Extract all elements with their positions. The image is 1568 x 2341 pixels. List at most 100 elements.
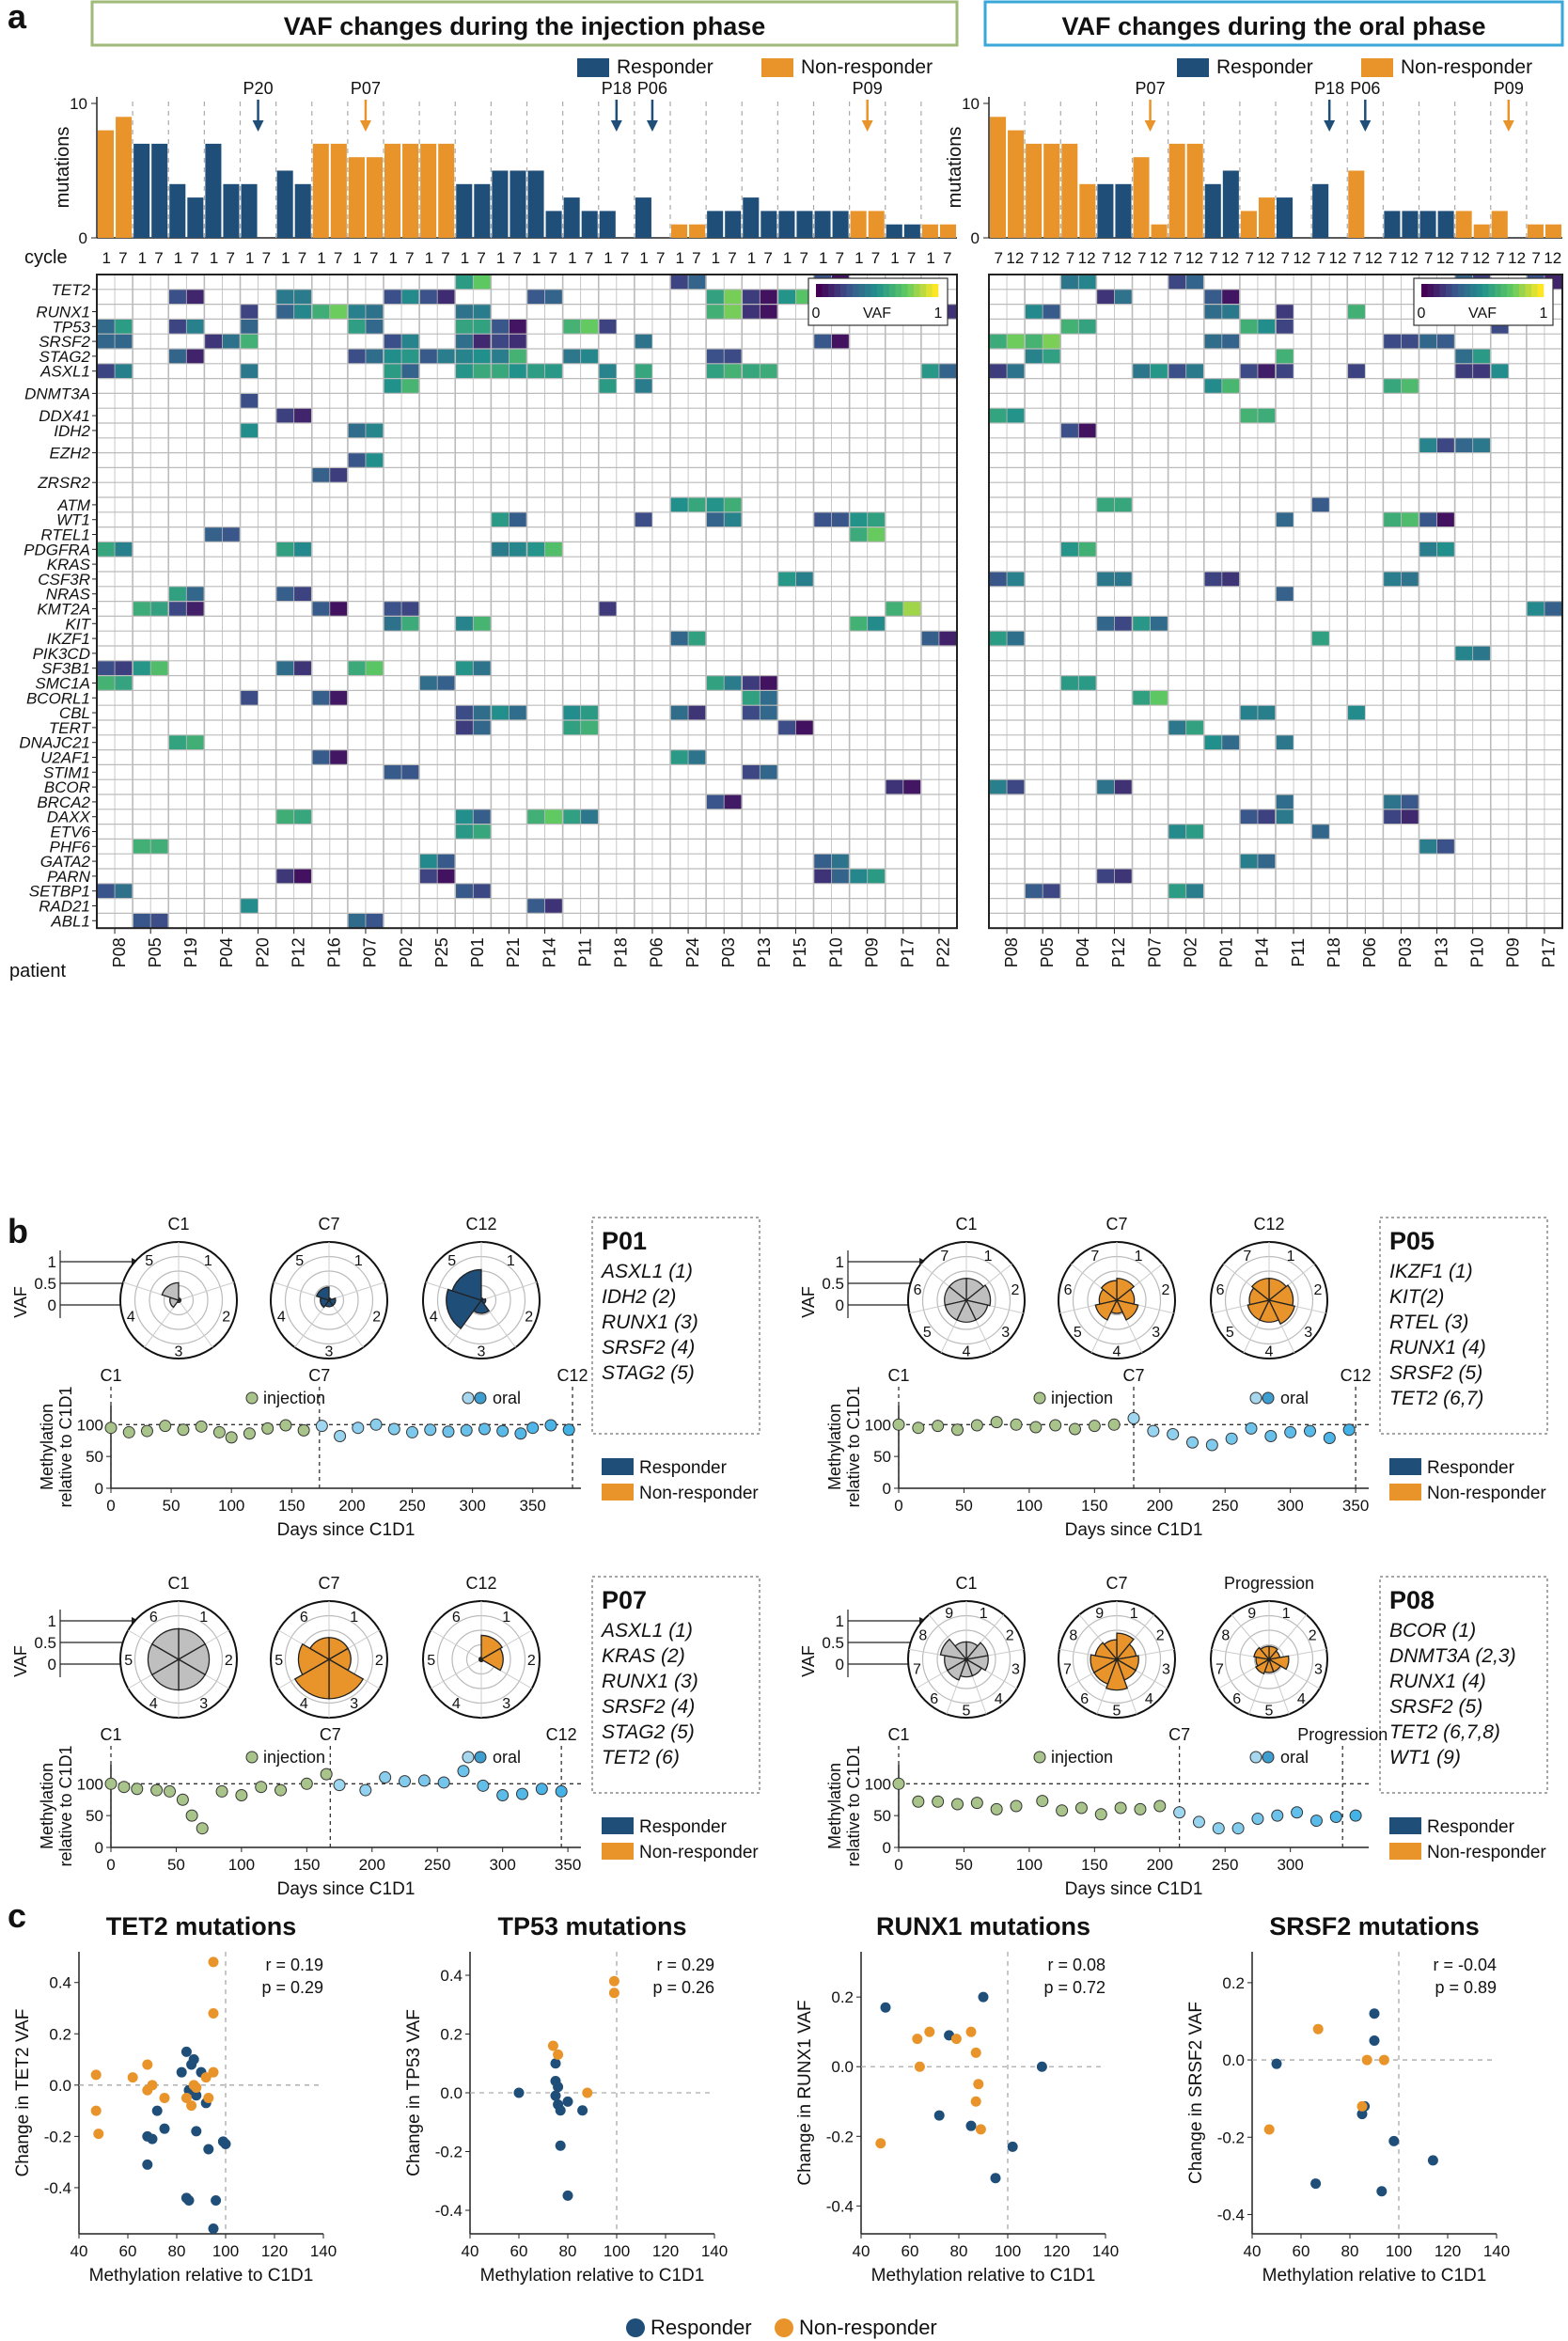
polar-chart-P07: 1 2 3 4 5 6 — [270, 1600, 388, 1719]
inj-vaf-cell — [509, 334, 527, 349]
oral-arrow-head — [1144, 120, 1156, 132]
oral-mutation-bar — [1419, 211, 1436, 238]
gene-box-item: ASXL1 (1) — [600, 1261, 693, 1282]
oral-colorbar-title: VAF — [1468, 306, 1497, 322]
inj-vaf-cell — [293, 869, 312, 884]
polar-title-P08: C7 — [1105, 1574, 1127, 1593]
oral-vaf-cell — [1239, 319, 1258, 335]
meth-xtick-label: 100 — [1016, 1497, 1043, 1515]
oral-vaf-cell — [1185, 824, 1204, 840]
meth-point — [333, 1779, 346, 1792]
inj-vaf-cell — [526, 289, 545, 305]
oral-mutation-bar — [1455, 211, 1472, 238]
oral-patient-label: P04 — [1074, 937, 1092, 967]
inj-vaf-cell — [634, 334, 652, 349]
gene-label-abl1: ABL1 — [50, 912, 90, 930]
meth-point — [990, 1802, 1003, 1815]
polar-chart-P01-sector-label: 5 — [295, 1253, 304, 1269]
polar-title-P01: C1 — [167, 1215, 189, 1233]
meth-xtick-label: 200 — [1147, 1856, 1173, 1874]
meth-cycle-label: C1 — [100, 1725, 121, 1744]
inj-vaf-cell — [384, 334, 402, 349]
meth-point — [932, 1420, 945, 1433]
scatter-point-responder — [880, 2002, 891, 2013]
meth-point — [1264, 1429, 1278, 1442]
inj-vaf-cell — [455, 363, 474, 379]
scatter-point-responder — [183, 2195, 195, 2207]
oral-colorbar-step — [1482, 284, 1489, 297]
polar-chart-P08-wedge — [1094, 1642, 1119, 1660]
polar-chart-P08-sector-label: 6 — [1080, 1691, 1089, 1707]
oral-vaf-cell — [1114, 289, 1133, 305]
oral-cycle-label: 12 — [1042, 249, 1059, 267]
inj-patient-label: P15 — [791, 937, 809, 967]
oral-cycle-label: 12 — [1508, 249, 1526, 267]
meth-x-label: Days since C1D1 — [1065, 1879, 1203, 1899]
meth-point — [1094, 1808, 1107, 1821]
inj-vaf-cell — [706, 304, 725, 320]
polar-chart-P01-sector-label: 2 — [222, 1309, 230, 1325]
inj-vaf-cell — [204, 334, 223, 349]
inj-vaf-cell — [902, 601, 921, 617]
scatter-xtick-label: 60 — [1293, 2242, 1310, 2260]
inj-vaf-cell — [401, 378, 420, 394]
gene-box-item: SRSF2 (4) — [602, 1696, 695, 1718]
inj-mutation-bar — [635, 197, 651, 238]
oral-legend-label: oral — [1280, 1748, 1309, 1767]
inj-cycle-label: 7 — [728, 249, 736, 267]
oral-arrow-label: P09 — [1494, 79, 1524, 98]
inj-vaf-cell — [275, 408, 294, 423]
inj-vaf-cell — [491, 705, 510, 720]
oral-vaf-cell — [1078, 423, 1097, 438]
oral-vaf-cell — [989, 631, 1008, 646]
meth-point — [1349, 1809, 1362, 1822]
oral-cycle-label: 12 — [1472, 249, 1490, 267]
oral-vaf-cell — [1114, 869, 1133, 884]
meth-ytick-label: 50 — [873, 1448, 891, 1466]
oral-vaf-cell — [1436, 839, 1455, 855]
inj-cycle-label: 7 — [656, 249, 665, 267]
oral-cycle-label: 7 — [1353, 249, 1361, 267]
meth-point — [970, 1797, 983, 1810]
inj-vaf-cell — [885, 601, 903, 617]
inj-mutation-bar — [276, 170, 293, 238]
meth-point — [369, 1418, 383, 1431]
inj-patient-label: P04 — [217, 937, 236, 967]
injection-legend-label: injection — [263, 1748, 325, 1767]
scatter-point-nonresponder — [186, 2100, 197, 2112]
polar-title-P05: C1 — [955, 1215, 977, 1233]
inj-vaf-cell — [760, 363, 778, 379]
inj-vaf-cell — [867, 526, 886, 542]
oral-vaf-cell — [1043, 349, 1061, 364]
inj-vaf-cell — [437, 869, 456, 884]
gene-label-pdgfra: PDGFRA — [24, 541, 90, 558]
scatter-point-nonresponder — [553, 2049, 564, 2060]
oral-marker-b — [474, 1751, 487, 1764]
polar-chart-P01-sector-label: 1 — [354, 1253, 363, 1269]
oral-cycle-label: 7 — [995, 249, 1003, 267]
inj-vaf-cell — [329, 601, 348, 617]
gene-box-item: RUNX1 (4) — [1389, 1337, 1486, 1359]
meth-point — [1309, 1815, 1323, 1828]
inj-cycle-label: 7 — [620, 249, 629, 267]
inj-mutation-bar — [832, 211, 849, 238]
inj-mutation-bar — [420, 143, 437, 238]
scatter-point-nonresponder — [965, 2026, 977, 2037]
gene-label-sf3b1: SF3B1 — [41, 660, 90, 678]
inj-vaf-cell — [455, 720, 474, 735]
scatter-point-nonresponder — [582, 2087, 593, 2098]
inj-cycle-label: 7 — [405, 249, 414, 267]
oral-patient-label: P08 — [1002, 937, 1021, 967]
inj-patient-label: P25 — [432, 937, 451, 967]
meth-point — [1153, 1799, 1167, 1813]
oral-marker-a — [1249, 1751, 1262, 1764]
b-responder-swatch — [602, 1817, 634, 1834]
inj-vaf-cell — [133, 839, 151, 855]
inj-mutation-bar — [796, 211, 813, 238]
oral-vaf-cell — [1383, 378, 1402, 394]
polar-chart-P07-sector-label: 3 — [199, 1696, 208, 1712]
oral-vaf-cell — [1060, 423, 1079, 438]
oral-mutation-bar — [1402, 211, 1419, 238]
meth-cycle-label: C12 — [1341, 1366, 1372, 1385]
oral-patient-label: P09 — [1504, 937, 1523, 967]
